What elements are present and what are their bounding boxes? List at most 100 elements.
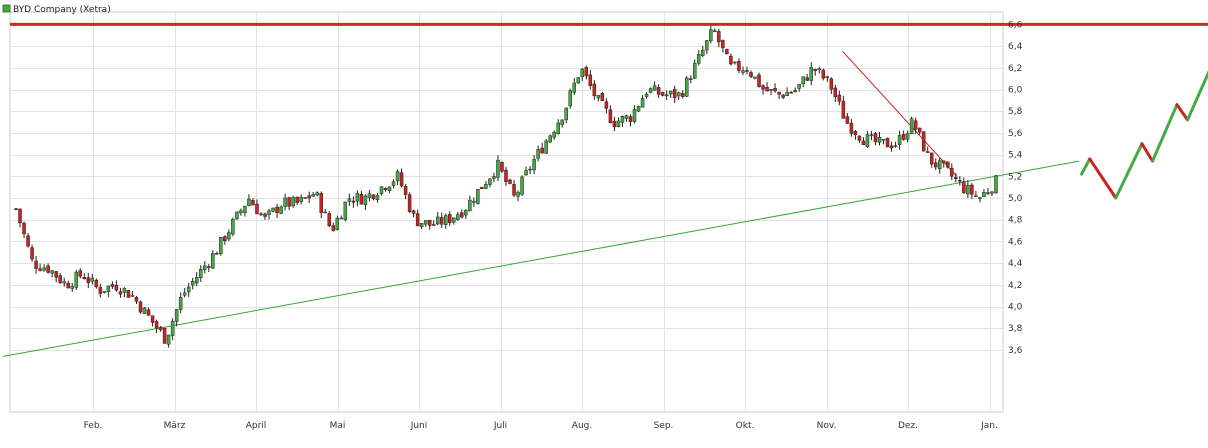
candle-body xyxy=(737,61,741,71)
candle-body xyxy=(616,120,621,127)
candle-body xyxy=(672,88,677,99)
candle-body xyxy=(994,175,998,194)
candle-body xyxy=(90,277,95,282)
candle-body xyxy=(363,195,368,206)
candle-body xyxy=(664,94,669,97)
candle-body xyxy=(443,215,448,225)
y-tick-label: 5,2 xyxy=(1008,172,1022,182)
candle-body xyxy=(962,181,966,193)
candle-body xyxy=(564,107,568,121)
y-tick-label: 3,6 xyxy=(1008,346,1023,356)
y-tick-label: 4,2 xyxy=(1008,281,1022,291)
candle-body xyxy=(797,84,801,89)
candle-body xyxy=(877,137,882,143)
candle-body xyxy=(98,287,103,294)
y-tick-label: 5,0 xyxy=(1008,194,1023,204)
candle-body xyxy=(227,232,231,240)
candle-body xyxy=(897,135,902,145)
candle-body xyxy=(837,94,842,102)
candle-body xyxy=(411,210,416,214)
candle-body xyxy=(841,100,846,119)
candle-body xyxy=(974,195,978,197)
candle-body xyxy=(644,93,649,97)
x-tick-label: Feb. xyxy=(84,421,103,431)
y-tick-label: 4,8 xyxy=(1008,216,1023,226)
candle-body xyxy=(512,184,516,196)
candle-body xyxy=(942,160,946,164)
down-trendline xyxy=(842,51,958,177)
candle-body xyxy=(709,29,713,42)
y-tick-label: 5,8 xyxy=(1008,107,1023,117)
candle-body xyxy=(215,253,219,255)
candle-body xyxy=(761,85,765,90)
candle-body xyxy=(889,145,894,149)
axes: 6,6 6,4 6,2 6,0 5,8 5,6 5,4 5,2 5,0 4,8 4,6 4,4 4,2 4… xyxy=(84,20,1023,431)
candle-body xyxy=(22,222,26,235)
candle-body xyxy=(319,193,323,213)
y-tick-label: 5,6 xyxy=(1008,129,1023,139)
candle-body xyxy=(721,39,725,49)
y-tick-label: 6,4 xyxy=(1008,42,1023,52)
candle-body xyxy=(186,286,191,293)
candle-body xyxy=(536,149,540,159)
candle-body xyxy=(243,205,247,213)
candle-body xyxy=(431,224,436,226)
candle-body xyxy=(419,223,424,228)
candle-body xyxy=(632,109,637,122)
candle-body xyxy=(773,88,777,92)
candle-body xyxy=(781,94,785,98)
candle-body xyxy=(568,90,573,107)
candle-body xyxy=(166,334,171,345)
candle-body xyxy=(853,131,858,136)
candle-body xyxy=(351,200,356,203)
candle-body xyxy=(259,213,263,216)
candle-body xyxy=(660,92,665,96)
candle-body xyxy=(950,167,954,177)
candle-body xyxy=(70,286,74,289)
candle-body xyxy=(901,134,906,140)
y-tick-label: 4,0 xyxy=(1008,303,1023,313)
candle-body xyxy=(267,210,271,215)
candle-body xyxy=(524,170,528,176)
downtrend-line xyxy=(842,51,958,177)
candle-body xyxy=(38,268,42,271)
candle-body xyxy=(102,291,107,293)
candle-body xyxy=(986,192,990,194)
candle-body xyxy=(697,54,701,64)
candle-body xyxy=(347,198,352,202)
candle-body xyxy=(34,260,38,269)
candle-body xyxy=(954,177,958,179)
candle-body xyxy=(223,236,227,242)
candle-body xyxy=(383,188,388,191)
candle-body xyxy=(741,70,745,73)
candle-body xyxy=(311,194,315,197)
candle-body xyxy=(584,67,589,77)
candle-body xyxy=(42,267,46,271)
projection-path xyxy=(1080,70,1208,200)
legend: BYD Company (Xetra) xyxy=(2,4,111,15)
candle-body xyxy=(199,269,203,279)
candle-body xyxy=(849,122,854,134)
candle-body xyxy=(335,217,340,231)
candle-body xyxy=(500,161,504,172)
candle-body xyxy=(299,197,303,202)
candle-body xyxy=(652,85,657,91)
candle-body xyxy=(415,213,420,227)
candle-body xyxy=(379,186,384,194)
candle-body xyxy=(146,309,151,316)
candle-body xyxy=(106,285,111,293)
candle-body xyxy=(990,191,994,194)
candle-body xyxy=(970,184,974,195)
candle-body xyxy=(825,76,830,78)
candle-body xyxy=(468,199,472,212)
candle-body xyxy=(821,69,826,79)
candle-body xyxy=(271,207,275,212)
candle-body xyxy=(869,134,874,137)
candle-body xyxy=(785,92,789,97)
candle-body xyxy=(170,320,175,336)
candle-body xyxy=(588,74,593,86)
candle-body xyxy=(190,280,195,286)
candle-body xyxy=(219,237,223,254)
x-tick-label: Juli xyxy=(493,421,507,431)
candle-body xyxy=(339,217,344,220)
